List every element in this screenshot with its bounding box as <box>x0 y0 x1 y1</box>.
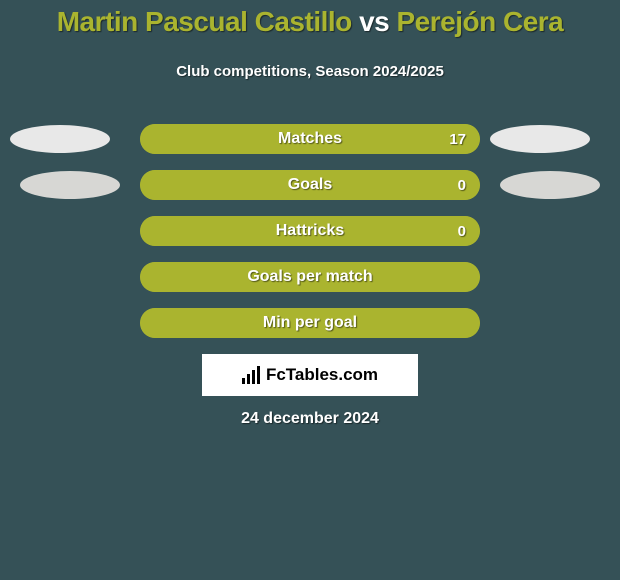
subtitle: Club competitions, Season 2024/2025 <box>0 63 620 80</box>
player2-name: Perejón Cera <box>397 6 564 37</box>
side-ellipse <box>500 171 600 199</box>
bar-value: 17 <box>449 124 466 154</box>
stat-bar: Goals0 <box>140 170 480 200</box>
bar-label: Matches <box>140 124 480 154</box>
bar-label: Hattricks <box>140 216 480 246</box>
stat-bar: Hattricks0 <box>140 216 480 246</box>
vs-label: vs <box>359 6 389 37</box>
footer-attribution[interactable]: FcTables.com <box>202 354 418 396</box>
bar-value: 0 <box>458 170 466 200</box>
bar-label: Goals <box>140 170 480 200</box>
bar-label: Goals per match <box>140 262 480 292</box>
side-ellipse <box>20 171 120 199</box>
player1-name: Martin Pascual Castillo <box>57 6 352 37</box>
footer-text: FcTables.com <box>266 365 378 385</box>
stats-bars: Matches17Goals0Hattricks0Goals per match… <box>140 124 480 354</box>
stat-bar: Min per goal <box>140 308 480 338</box>
bar-label: Min per goal <box>140 308 480 338</box>
side-ellipse <box>490 125 590 153</box>
comparison-title: Martin Pascual Castillo vs Perejón Cera <box>0 6 620 38</box>
stat-bar: Goals per match <box>140 262 480 292</box>
date-label: 24 december 2024 <box>0 410 620 428</box>
side-ellipse <box>10 125 110 153</box>
bar-value: 0 <box>458 216 466 246</box>
stat-bar: Matches17 <box>140 124 480 154</box>
chart-icon <box>242 366 260 384</box>
